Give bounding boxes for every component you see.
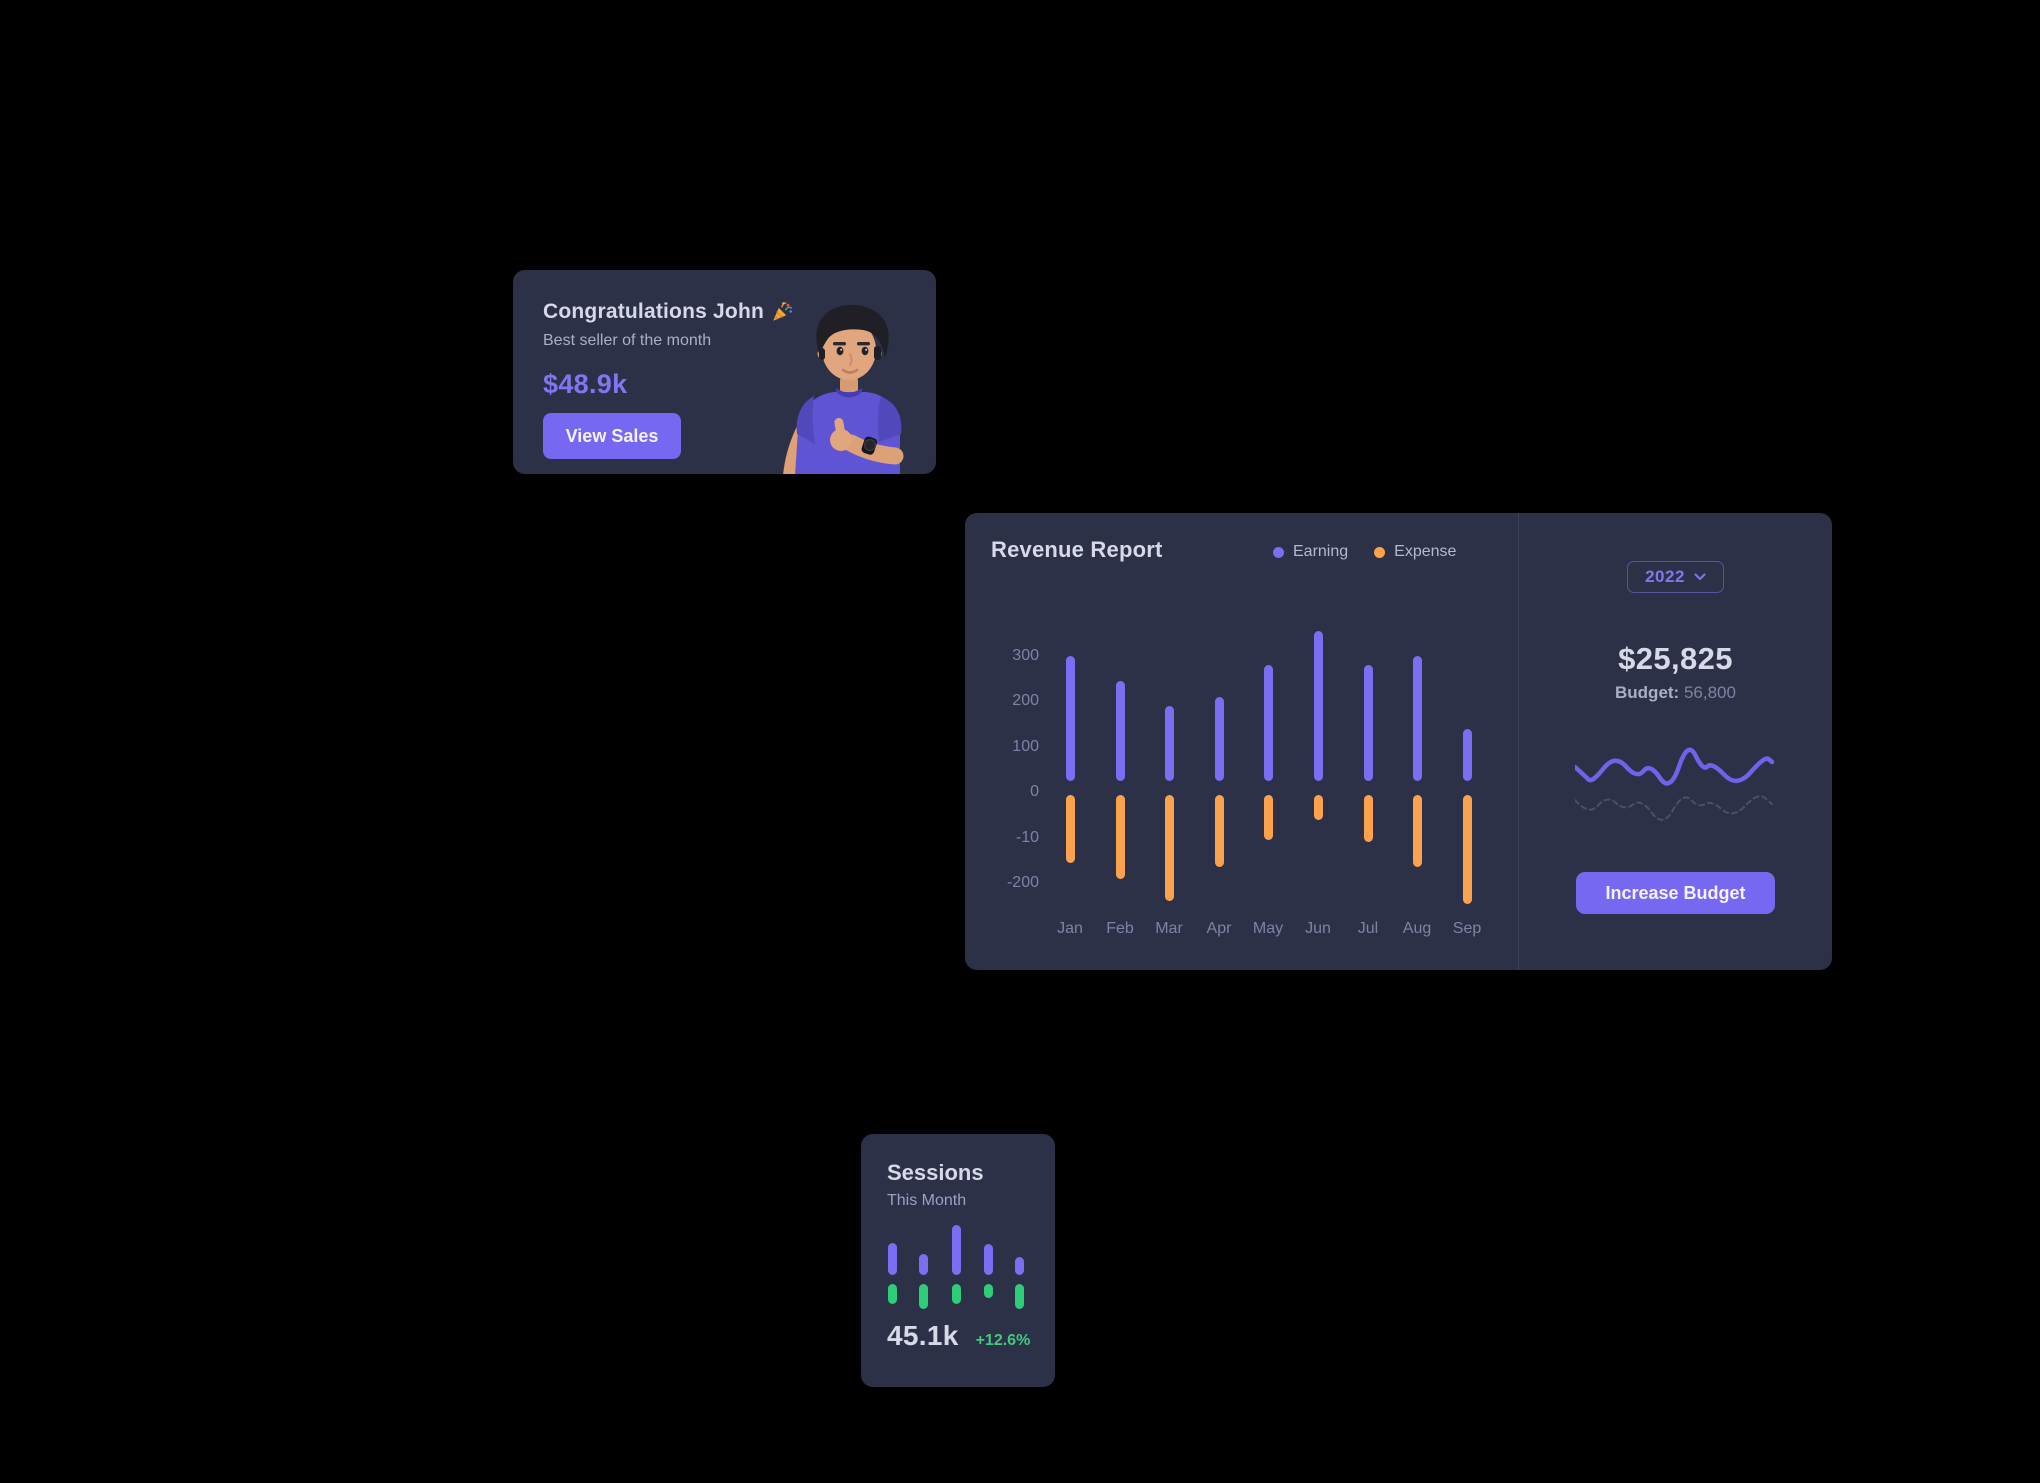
x-axis-month-label: Aug xyxy=(1402,920,1432,937)
earning-bar xyxy=(1363,665,1373,781)
expense-bar xyxy=(1363,794,1373,843)
sessions-bar-down xyxy=(951,1284,961,1304)
earning-bar xyxy=(1412,656,1422,781)
y-axis-tick-label: -10 xyxy=(1015,828,1039,846)
view-sales-button[interactable]: View Sales xyxy=(543,413,681,459)
legend-item-earning[interactable]: Earning xyxy=(1273,543,1348,561)
earning-bar xyxy=(1263,665,1273,781)
budget-trend-chart xyxy=(1575,747,1775,821)
congratulations-content: Congratulations John Best seller of the … xyxy=(543,300,793,459)
sessions-title: Sessions xyxy=(887,1160,984,1185)
expense-bar xyxy=(1263,794,1273,840)
expense-bar xyxy=(1412,794,1422,868)
expense-bar xyxy=(1462,794,1472,904)
sessions-bar-up xyxy=(918,1254,928,1275)
y-axis-tick-label: 200 xyxy=(1012,692,1039,710)
increase-budget-button[interactable]: Increase Budget xyxy=(1576,872,1775,914)
sessions-bar-down xyxy=(887,1284,897,1304)
x-axis-month-label: Sep xyxy=(1452,920,1482,937)
revenue-chart-section: Revenue Report Earning Expense 300 200 100… xyxy=(965,513,1519,970)
congratulations-title-text: Congratulations John xyxy=(543,300,764,323)
year-dropdown-button[interactable]: 2022 xyxy=(1627,561,1724,593)
revenue-bar-chart: 300 200 100 0 -10 -200 Jan Feb Mar Apr May Jun Jul Au… xyxy=(965,513,1518,970)
sessions-delta-badge: +12.6% xyxy=(975,1332,1031,1349)
x-axis-month-label: Feb xyxy=(1106,920,1134,937)
sessions-bar-down xyxy=(918,1284,928,1309)
budget-actual-line xyxy=(1575,747,1775,786)
sessions-bar-up xyxy=(951,1225,961,1275)
legend-item-expense[interactable]: Expense xyxy=(1374,543,1456,561)
earning-bar xyxy=(1462,728,1472,781)
sessions-bar-up xyxy=(887,1243,897,1275)
legend-label-earning: Earning xyxy=(1293,543,1349,560)
budget-total-amount: $25,825 xyxy=(1618,641,1733,676)
y-axis-tick-label: 300 xyxy=(1012,647,1039,664)
year-dropdown-label: 2022 xyxy=(1645,567,1685,586)
expense-bar xyxy=(1164,794,1174,902)
x-axis-month-label: Jun xyxy=(1305,920,1331,937)
congratulations-amount: $48.9k xyxy=(543,369,628,399)
y-axis-tick-label: 100 xyxy=(1012,737,1039,755)
person-illustration xyxy=(783,304,904,474)
sessions-card: Sessions This Month 45.1k +12.6% xyxy=(861,1134,1055,1387)
revenue-report-title: Revenue Report xyxy=(991,537,1163,562)
congratulations-card: Congratulations John Best seller of the … xyxy=(513,270,936,474)
earning-bar xyxy=(1313,631,1323,781)
x-axis-month-label: Jul xyxy=(1357,920,1379,937)
sessions-bar-up xyxy=(1014,1257,1024,1275)
y-axis-tick-label: 0 xyxy=(1030,783,1039,801)
earning-bar xyxy=(1164,706,1174,781)
expense-bar xyxy=(1115,794,1125,879)
x-axis-month-label: May xyxy=(1252,920,1284,937)
congratulations-subtitle: Best seller of the month xyxy=(543,332,712,349)
chart-legend: Earning Expense xyxy=(1273,543,1456,561)
earning-bar xyxy=(1065,656,1075,781)
sessions-stats-row: 45.1k +12.6% xyxy=(887,1320,1030,1352)
budget-label: Budget: xyxy=(1615,683,1680,702)
sessions-bar-down xyxy=(1014,1284,1024,1309)
earning-bar xyxy=(1115,681,1125,781)
budget-section: 2022 $25,825 Budget: 56,80056,800 Increa… xyxy=(1519,513,1832,970)
budget-baseline-line xyxy=(1575,795,1773,821)
budget-value: 56,800 xyxy=(1683,683,1736,702)
chevron-down-icon xyxy=(1694,573,1706,580)
legend-dot-earning-icon xyxy=(1273,546,1284,558)
legend-label-expense: Expense xyxy=(1394,543,1457,560)
x-axis-month-label: Jan xyxy=(1057,920,1083,937)
party-popper-icon xyxy=(773,302,793,321)
sessions-bar-up xyxy=(983,1244,993,1275)
sessions-bar-down xyxy=(983,1284,993,1298)
x-axis-month-label: Mar xyxy=(1155,920,1183,937)
budget-line: Budget: 56,80056,800 xyxy=(1519,683,1832,703)
expense-bar xyxy=(1313,794,1323,820)
sessions-mini-chart xyxy=(887,1222,1029,1314)
congratulations-title: Congratulations John xyxy=(543,300,793,324)
expense-bar xyxy=(1065,794,1075,863)
x-axis-month-label: Apr xyxy=(1206,920,1232,937)
sessions-value: 45.1k xyxy=(887,1320,959,1351)
earning-bar xyxy=(1214,697,1224,781)
sessions-subtitle: This Month xyxy=(887,1192,967,1209)
expense-bar xyxy=(1214,794,1224,868)
y-axis-tick-label: -200 xyxy=(1006,874,1039,891)
revenue-report-card: Revenue Report Earning Expense 300 200 100… xyxy=(965,513,1832,970)
legend-dot-expense-icon xyxy=(1374,546,1386,558)
